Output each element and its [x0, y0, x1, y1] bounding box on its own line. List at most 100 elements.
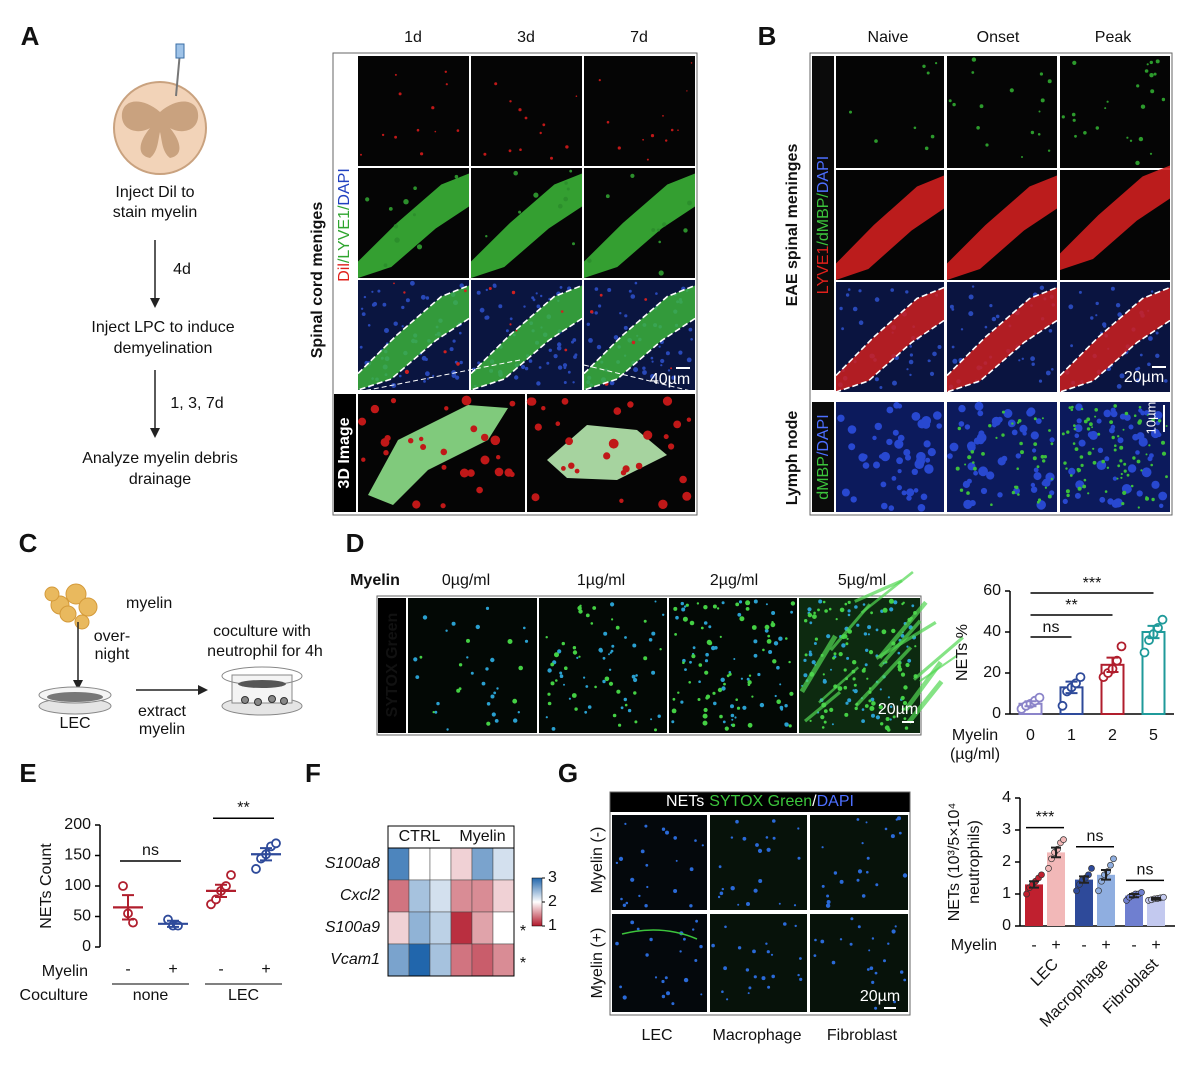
significance-label: ns [1137, 862, 1154, 879]
cell [823, 709, 828, 713]
cell [717, 895, 721, 899]
error-bar [1101, 869, 1111, 881]
vessel [471, 173, 582, 278]
cell [1017, 493, 1020, 496]
cell [363, 295, 367, 299]
cell [888, 598, 894, 604]
cell [682, 661, 685, 664]
cell [889, 718, 892, 721]
cell [485, 667, 489, 671]
bar [1125, 895, 1143, 926]
cell [892, 380, 897, 386]
cell [523, 305, 526, 308]
cell [1144, 69, 1149, 73]
cell [980, 487, 988, 495]
cell [861, 894, 866, 898]
cell [486, 702, 491, 706]
cell [905, 290, 909, 294]
cell [1103, 409, 1112, 418]
cell [920, 493, 928, 501]
cell [449, 347, 454, 352]
cell [642, 370, 647, 375]
image-frame [376, 595, 922, 736]
stain-part: / [812, 793, 817, 810]
y-tick-label: 0 [82, 938, 91, 955]
cell [683, 977, 689, 983]
cell [808, 652, 813, 657]
cell [541, 406, 546, 411]
cell [735, 819, 739, 824]
cell [1132, 433, 1139, 441]
cell [513, 718, 518, 723]
cell [1110, 286, 1115, 291]
cell [1020, 450, 1024, 455]
cell [572, 381, 575, 384]
cell [871, 980, 875, 985]
row-header: Myelin [350, 572, 400, 589]
cell [971, 285, 975, 288]
cell [665, 139, 668, 142]
column-header: Naive [868, 29, 909, 46]
cell [958, 421, 965, 427]
y-tick-label: 4 [1002, 789, 1011, 806]
cell [762, 648, 765, 652]
schematic-text: night [95, 646, 130, 663]
cell [481, 681, 486, 686]
cell [757, 848, 763, 854]
cell [564, 348, 568, 352]
cell [551, 727, 556, 731]
bar [1047, 852, 1065, 926]
cell [643, 430, 653, 440]
cell [568, 462, 575, 469]
schematic-text: over- [94, 628, 130, 645]
cell [599, 649, 603, 653]
cell [404, 369, 409, 374]
cell [909, 345, 912, 348]
cell [1096, 418, 1102, 424]
cell [479, 307, 485, 313]
cell [972, 461, 975, 464]
cell [861, 719, 865, 723]
cell [813, 611, 816, 615]
cell [1021, 357, 1024, 360]
cell [847, 698, 852, 703]
cell [856, 818, 860, 821]
cell [1047, 149, 1051, 152]
cell [596, 344, 602, 350]
cell [807, 607, 812, 612]
cell [1015, 453, 1021, 459]
insert-layer [238, 680, 286, 688]
cell [476, 290, 481, 295]
cell [1122, 490, 1127, 495]
bar [1025, 884, 1043, 926]
cell [1037, 498, 1042, 502]
cell [845, 701, 849, 705]
cell [490, 657, 495, 663]
cell [721, 990, 724, 993]
cell [1106, 100, 1109, 103]
cell [391, 383, 397, 388]
cell [518, 108, 522, 112]
colorbar-label: 1 [548, 917, 557, 934]
y-tick-label: 50 [73, 908, 91, 925]
cell [642, 138, 644, 141]
cell [1165, 475, 1168, 479]
myelin-particle [78, 597, 98, 617]
cell [1072, 118, 1076, 122]
stain-part: DAPI [817, 793, 854, 810]
cell [1072, 442, 1076, 445]
cell [797, 973, 800, 977]
cell [1119, 445, 1124, 450]
data-point [1060, 836, 1067, 843]
cell [900, 970, 904, 974]
cell [577, 605, 582, 611]
column-label: Macrophage [713, 1027, 802, 1044]
cell [671, 708, 677, 714]
cell [1071, 112, 1076, 117]
cell [1151, 480, 1160, 489]
cell [990, 503, 993, 507]
heatmap-cell [429, 847, 452, 881]
cell [1050, 477, 1054, 481]
heatmap-border [387, 847, 515, 977]
heatmap-cell [408, 911, 431, 945]
